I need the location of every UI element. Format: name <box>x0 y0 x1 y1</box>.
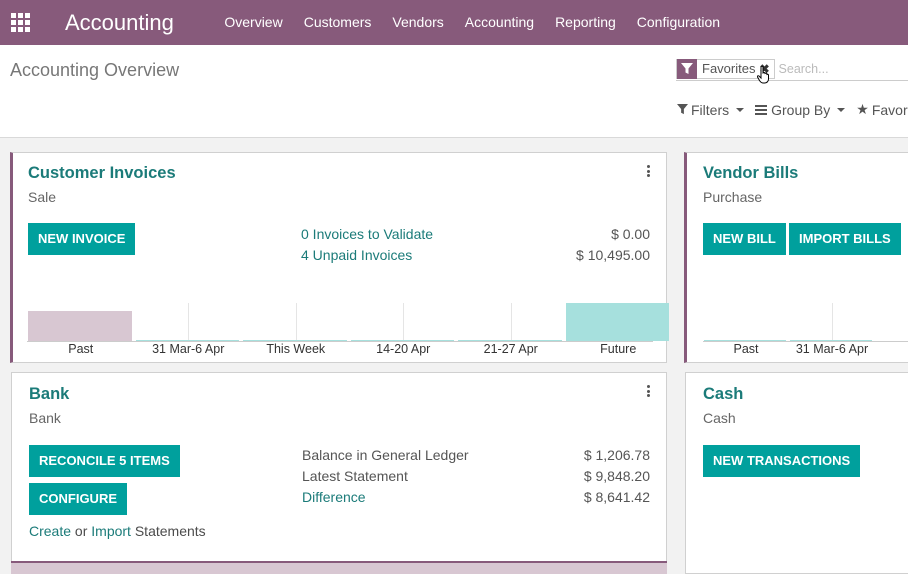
menu-customers[interactable]: Customers <box>303 14 372 30</box>
menu-accounting[interactable]: Accounting <box>464 14 535 30</box>
app-title[interactable]: Accounting <box>65 9 174 35</box>
new-bill-button[interactable]: NEW BILL <box>703 223 786 255</box>
group-by-label: Group By <box>771 101 831 118</box>
favorites-label: Favor <box>871 101 908 118</box>
import-link[interactable]: Import <box>91 523 131 539</box>
search-options: Filters Group By ★ Favor <box>677 101 908 118</box>
filters-dropdown[interactable]: Filters <box>677 101 745 118</box>
card-options-icon[interactable] <box>647 385 651 399</box>
chart-baseline <box>27 341 653 342</box>
search-facet-favorites[interactable]: Favorites ✖ <box>676 58 775 79</box>
chart-gridline <box>510 303 512 341</box>
customer-invoices-chart[interactable]: Past 31 Mar-6 Apr This Week 14-20 Apr 21-27 … <box>27 303 669 363</box>
facet-label: Favorites <box>702 61 756 76</box>
search-bar: Favorites ✖ <box>676 57 908 81</box>
top-navbar: Accounting Overview Customers Vendors Ac… <box>0 0 908 45</box>
new-invoice-button[interactable]: NEW INVOICE <box>28 223 136 255</box>
balance-gl-amount: $ 1,206.78 <box>583 447 650 463</box>
menu-vendors[interactable]: Vendors <box>392 14 444 30</box>
menu-overview[interactable]: Overview <box>224 14 283 30</box>
card-title[interactable]: Customer Invoices <box>28 164 176 182</box>
difference-amount: $ 8,641.42 <box>583 489 650 505</box>
chart-bar[interactable] <box>790 340 872 341</box>
invoices-to-validate-link[interactable]: 0 Invoices to Validate <box>301 226 434 242</box>
chart-x-label: 31 Mar-6 Apr <box>795 342 869 356</box>
favorites-dropdown[interactable]: ★ Favor <box>856 101 907 118</box>
group-by-dropdown[interactable]: Group By <box>755 101 846 118</box>
card-title[interactable]: Vendor Bills <box>703 164 799 182</box>
latest-statement-amount: $ 9,848.20 <box>583 468 650 484</box>
list-icon <box>755 105 768 115</box>
unpaid-invoices-amount: $ 10,495.00 <box>576 247 650 263</box>
cash-card: Cash Cash NEW TRANSACTIONS <box>685 372 908 574</box>
statements-text: Statements <box>130 523 206 539</box>
chart-x-label: 31 Mar-6 Apr <box>152 342 225 356</box>
chart-gridline <box>295 303 297 341</box>
bank-card: Bank Bank RECONCILE 5 ITEMS CONFIGURE Cr… <box>11 372 667 574</box>
unpaid-invoices-link[interactable]: 4 Unpaid Invoices <box>301 247 413 263</box>
chart-bar[interactable] <box>565 303 669 341</box>
apps-menu-icon[interactable] <box>9 13 31 33</box>
card-subtitle: Sale <box>28 189 57 205</box>
card-title[interactable]: Bank <box>29 385 70 403</box>
chart-bar[interactable] <box>243 340 347 341</box>
page-title: Accounting Overview <box>10 60 180 80</box>
configure-button[interactable]: CONFIGURE <box>29 483 127 515</box>
card-subtitle: Bank <box>29 410 61 426</box>
search-input[interactable] <box>778 61 899 76</box>
bank-graph-area <box>11 561 667 574</box>
card-options-icon[interactable] <box>647 165 651 179</box>
filter-funnel-icon <box>677 104 688 115</box>
card-subtitle: Cash <box>703 410 736 426</box>
vendor-bills-card: Vendor Bills Purchase NEW BILL IMPORT BI… <box>684 152 908 363</box>
new-transactions-button[interactable]: NEW TRANSACTIONS <box>703 445 861 477</box>
balance-gl-label: Balance in General Ledger <box>302 447 469 463</box>
menu-reporting[interactable]: Reporting <box>555 14 616 30</box>
difference-link[interactable]: Difference <box>302 489 366 505</box>
chart-x-label: This Week <box>266 342 326 356</box>
chart-gridline <box>403 303 405 341</box>
chart-x-label: 14-20 Apr <box>376 342 431 356</box>
latest-statement-label: Latest Statement <box>302 468 408 484</box>
reconcile-items-button[interactable]: RECONCILE 5 ITEMS <box>29 445 180 477</box>
chart-bar[interactable] <box>704 340 786 341</box>
chart-gridline <box>188 303 190 341</box>
caret-down-icon <box>736 107 745 112</box>
mouse-pointer-icon <box>757 66 769 84</box>
filters-label: Filters <box>691 101 730 118</box>
main-menu: Overview Customers Vendors Accounting Re… <box>214 0 731 45</box>
vendor-bills-chart[interactable]: Past 31 Mar-6 Apr <box>703 303 908 363</box>
facet-remove-icon[interactable]: ✖ <box>759 61 770 76</box>
chart-bar[interactable] <box>350 340 454 341</box>
create-link[interactable]: Create <box>29 523 72 539</box>
chart-x-label: Past <box>68 342 94 356</box>
chart-x-label: 21-27 Apr <box>483 342 538 356</box>
invoices-to-validate-amount: $ 0.00 <box>611 226 650 242</box>
chart-x-label: Future <box>600 342 637 356</box>
star-icon: ★ <box>856 101 869 117</box>
or-text: or <box>71 523 92 539</box>
card-title[interactable]: Cash <box>703 385 744 403</box>
chart-bar[interactable] <box>135 340 239 341</box>
import-bills-button[interactable]: IMPORT BILLS <box>789 223 901 255</box>
menu-configuration[interactable]: Configuration <box>636 14 721 30</box>
filter-funnel-icon <box>677 58 697 79</box>
control-panel: Accounting Overview Favorites ✖ Filters … <box>0 45 908 138</box>
caret-down-icon <box>837 107 846 112</box>
create-import-statements: Create or Import Statements <box>29 523 206 539</box>
chart-x-label: Past <box>733 342 759 356</box>
chart-gridline <box>832 303 833 341</box>
chart-baseline <box>703 341 908 342</box>
chart-bar[interactable] <box>28 311 132 341</box>
chart-bar[interactable] <box>458 340 562 341</box>
card-subtitle: Purchase <box>703 189 763 205</box>
customer-invoices-card: Customer Invoices Sale NEW INVOICE 0 Inv… <box>10 152 669 363</box>
